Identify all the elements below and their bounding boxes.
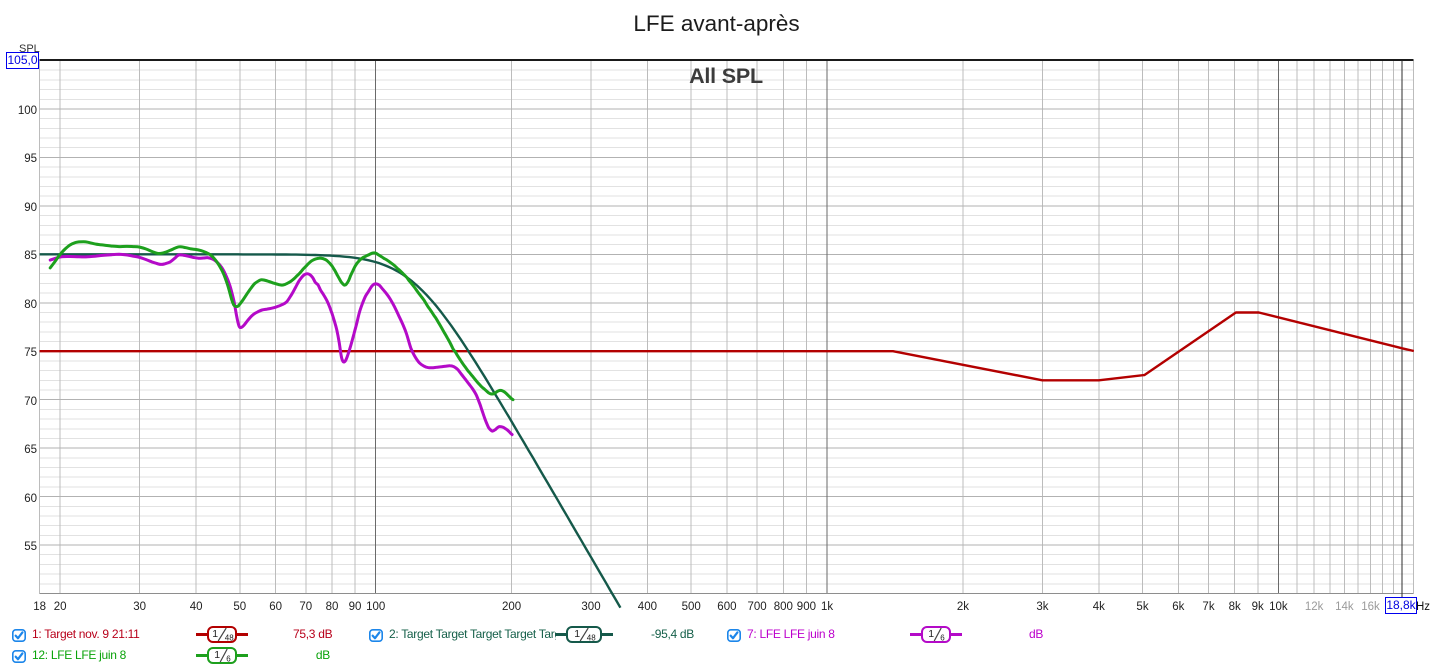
svg-text:1: 1 [212, 628, 218, 640]
svg-text:48: 48 [587, 634, 596, 642]
svg-text:6: 6 [226, 655, 231, 663]
svg-text:6: 6 [940, 634, 945, 642]
svg-text:1: 1 [214, 649, 220, 661]
svg-text:48: 48 [225, 634, 234, 642]
svg-text:1: 1 [574, 628, 580, 640]
svg-text:1: 1 [928, 628, 934, 640]
